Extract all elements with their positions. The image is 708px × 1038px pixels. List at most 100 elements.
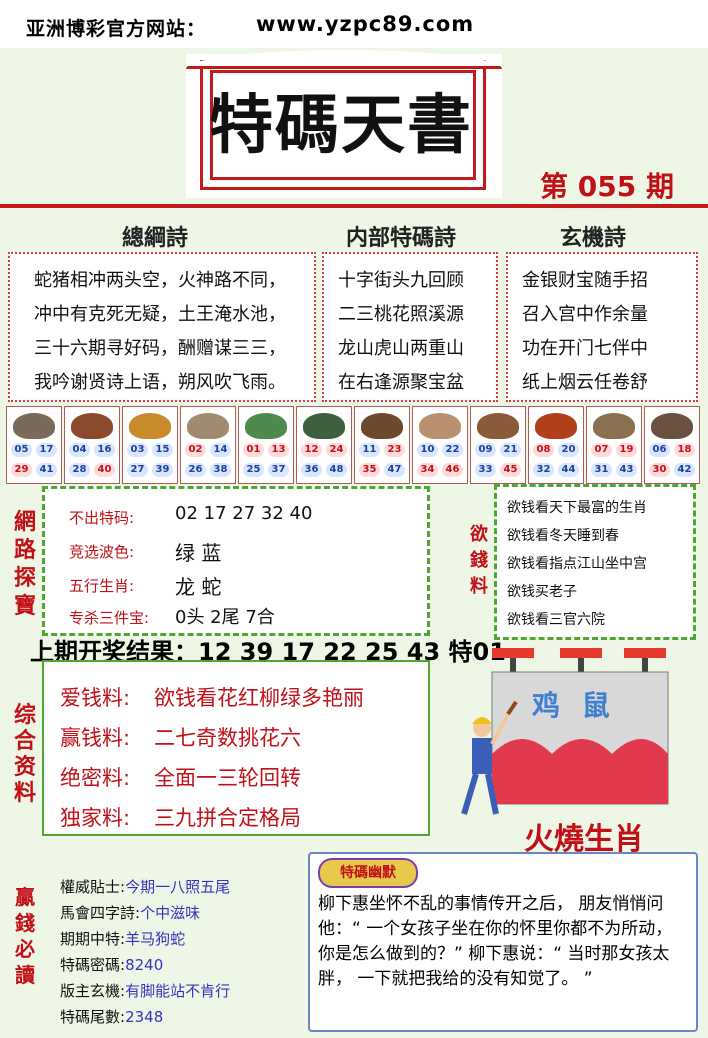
number-ball: 29 [11,463,32,477]
number-ball: 40 [94,463,115,477]
net-value: 龙 蛇 [175,575,222,599]
number-ball: 07 [591,443,612,457]
dragon-icon [245,413,287,439]
net-label: 竞选波色: [69,543,135,561]
net-label: 专杀三件宝: [69,609,150,627]
number-ball: 02 [185,443,206,457]
poem-heading-mystic: 玄機詩 [560,225,627,251]
number-ball: 33 [475,463,496,477]
zodiac-cell-horse: 11 23 35 47 [354,406,410,484]
must-value: 个中滋味 [140,904,201,922]
rooster-icon [535,413,577,439]
number-ball: 23 [384,443,405,457]
number-ball: 39 [152,463,173,477]
frame-inner [210,70,476,180]
must-label: 版主玄機: [60,982,126,1000]
poem-line: 龙山虎山两重山 [338,338,464,359]
number-ball: 24 [326,443,347,457]
must-value: 2348 [125,1008,164,1026]
number-ball: 25 [243,463,264,477]
zodiac-cell-rabbit: 02 14 26 38 [180,406,236,484]
number-ball: 13 [268,443,289,457]
number-ball: 48 [326,463,347,477]
billboard-illustration [461,648,669,815]
poem-line: 三十六期寻好码，酬赠谋三三， [34,338,286,359]
number-ball: 38 [210,463,231,477]
number-ball: 32 [533,463,554,477]
must-value: 今期一八照五尾 [125,878,231,896]
must-value: 8240 [125,956,164,974]
number-ball: 44 [558,463,579,477]
wish-line: 欲钱看指点江山坐中宫 [507,556,647,572]
net-value: 02 17 27 32 40 [175,503,313,524]
number-ball: 19 [616,443,637,457]
number-ball: 21 [500,443,521,457]
zodiac-strip: 05 17 29 41 04 16 28 40 03 15 27 39 02 14 26 38 01 13 25 37… [6,406,702,484]
zodiac-cell-snake: 12 24 36 48 [296,406,352,484]
network-vertical-title: 網路探寶 [13,509,36,619]
combo-label: 独家料: [60,806,131,830]
poem-box-mystic: 金银财宝随手招 召入宫中作余量 功在开门七伴中 纸上烟云任卷舒 [506,252,698,402]
number-ball: 06 [649,443,670,457]
poem-heading-inner: 内部特碼詩 [346,225,457,251]
number-ball: 22 [442,443,463,457]
poem-line: 十字街头九回顾 [338,270,464,291]
painter-icon [461,700,518,815]
number-ball: 03 [127,443,148,457]
poem-line: 蛇猪相冲两头空，火神路不同， [34,270,286,291]
number-ball: 17 [36,443,57,457]
must-read-vertical-title: 贏錢必讀 [15,885,35,987]
number-ball: 46 [442,463,463,477]
poem-line: 我吟谢贤诗上语，朔风吹飞雨。 [34,372,286,393]
wish-vertical-title: 欲錢料 [470,524,488,597]
poem-line: 在右逢源聚宝盆 [338,372,464,393]
top-divider [0,204,708,208]
combo-label: 绝密料: [60,766,131,790]
zodiac-cell-dog: 07 19 31 43 [586,406,642,484]
wish-line: 欲钱看冬天睡到春 [507,528,619,544]
tiger-icon [129,413,171,439]
site-url-link[interactable]: www.yzpc89.com [256,12,475,36]
combo-value: 二七奇数挑花六 [154,726,301,750]
number-ball: 14 [210,443,231,457]
combo-vertical-title: 综合资料 [13,702,36,806]
number-ball: 18 [674,443,695,457]
poem-line: 冲中有克死无疑，土王淹水池， [34,304,286,325]
combo-value: 全面一三轮回转 [154,766,301,790]
combo-label: 爱钱料: [60,686,131,710]
snake-icon [303,413,345,439]
number-ball: 12 [301,443,322,457]
horse-icon [361,413,403,439]
must-label: 特碼密碼: [60,956,126,974]
issue-number: 第 055 期 [540,170,674,203]
poem-line: 金银财宝随手招 [522,270,648,291]
rabbit-icon [187,413,229,439]
number-ball: 10 [417,443,438,457]
number-ball: 26 [185,463,206,477]
number-ball: 16 [94,443,115,457]
number-ball: 20 [558,443,579,457]
combo-value: 三九拼合定格局 [154,806,301,830]
site-label: 亚洲博彩官方网站： [26,18,207,40]
number-ball: 36 [301,463,322,477]
fire-zodiac-caption: 火燒生肖 [524,822,644,857]
poem-box-inner: 十字街头九回顾 二三桃花照溪源 龙山虎山两重山 在右逢源聚宝盆 [322,252,498,402]
page-title: 特碼天書 [209,88,473,163]
rat-icon [13,413,55,439]
must-label: 權威貼士: [60,878,126,896]
number-ball: 47 [384,463,405,477]
number-ball: 37 [268,463,289,477]
net-label: 五行生肖: [69,577,135,595]
frame-top-curve [186,50,502,69]
poem-line: 纸上烟云任卷舒 [522,372,648,393]
wish-line: 欲钱买老子 [507,584,577,600]
number-ball: 35 [359,463,380,477]
poem-line: 功在开门七伴中 [522,338,648,359]
must-value: 有脚能站不肯行 [125,982,231,1000]
zodiac-cell-monkey: 09 21 33 45 [470,406,526,484]
goat-icon [419,413,461,439]
zodiac-cell-tiger: 03 15 27 39 [122,406,178,484]
must-label: 期期中特: [60,930,126,948]
number-ball: 43 [616,463,637,477]
site-header [0,0,708,48]
